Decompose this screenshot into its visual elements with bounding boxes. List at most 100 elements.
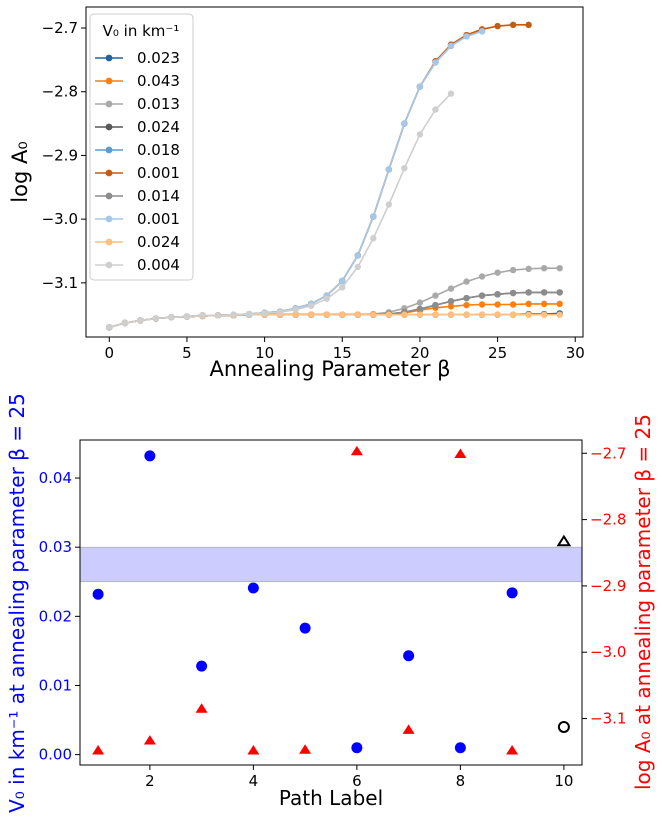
- bottom-plot-area: [80, 440, 582, 765]
- legend-entry: 0.043: [95, 72, 180, 90]
- series-point: [432, 292, 439, 299]
- series-point: [370, 235, 377, 242]
- series-point: [416, 83, 424, 90]
- legend-label: 0.001: [137, 164, 180, 182]
- loga-point: [195, 703, 208, 713]
- series-point: [478, 292, 486, 299]
- legend-marker: [105, 192, 113, 200]
- v0-point: [144, 450, 156, 462]
- bottom-points-group: [92, 445, 572, 755]
- series-point: [540, 300, 548, 308]
- v0-point: [403, 650, 415, 662]
- legend-entries: 0.023 0.043 0.013 0.024 0.018 0.001 0.014 0.001…: [95, 49, 180, 274]
- series-point: [121, 319, 129, 327]
- legend-entry: 0.001: [95, 210, 180, 228]
- loga-point: [143, 735, 156, 745]
- series-point: [509, 311, 517, 318]
- series-point: [463, 294, 470, 302]
- open-triangle-marker: [556, 534, 572, 547]
- series-point: [323, 311, 330, 318]
- loga-point: [454, 448, 467, 458]
- v0-range-band: [79, 546, 583, 583]
- series-point: [276, 308, 284, 316]
- series-point: [509, 301, 517, 308]
- series-point: [416, 131, 424, 138]
- legend-label: 0.018: [137, 141, 180, 159]
- legend-title: V₀ in km⁻¹: [103, 22, 180, 40]
- left-y-tick-label: 0.03: [39, 538, 72, 556]
- series-point: [416, 305, 424, 313]
- legend-label: 0.043: [137, 72, 180, 90]
- series-point: [478, 28, 486, 35]
- y-tick-label: −2.7: [42, 19, 78, 37]
- series-point: [416, 311, 424, 318]
- series-point: [401, 120, 408, 127]
- x-tick-label: 8: [456, 772, 466, 790]
- series-point: [370, 213, 377, 220]
- series-point: [494, 291, 501, 298]
- series-point: [401, 311, 408, 318]
- legend-marker: [105, 77, 113, 85]
- v0-point: [196, 660, 208, 672]
- x-tick-label: 15: [333, 344, 352, 362]
- series-point: [447, 298, 455, 305]
- series-point: [494, 311, 501, 318]
- series-point: [245, 310, 253, 318]
- series-point: [540, 289, 548, 296]
- series-point: [447, 303, 455, 310]
- series-point: [556, 264, 563, 272]
- bottom-left-y-ticks: 0.00 0.01 0.02 0.03 0.04: [39, 469, 80, 764]
- series-point: [494, 269, 501, 276]
- loga-point: [247, 745, 260, 755]
- series-point: [463, 311, 470, 318]
- series-point: [168, 314, 175, 321]
- y-tick-label: −3.0: [42, 210, 78, 228]
- series-point: [432, 59, 439, 66]
- top-x-axis-label: Annealing Parameter β: [209, 357, 450, 381]
- series-point: [137, 317, 144, 324]
- loga-point: [402, 724, 415, 734]
- v0-point: [454, 742, 466, 754]
- series-point: [339, 311, 346, 318]
- right-y-tick-label: −2.9: [590, 577, 626, 595]
- series-point: [432, 106, 439, 113]
- legend-marker: [105, 215, 113, 223]
- series-point: [463, 278, 470, 285]
- x-tick-label: 2: [145, 772, 155, 790]
- series-point: [292, 311, 299, 318]
- series-point: [199, 312, 206, 319]
- legend-label: 0.024: [137, 233, 180, 251]
- series-point: [478, 301, 486, 308]
- legend-entry: 0.004: [95, 256, 180, 274]
- top-legend: V₀ in km⁻¹ 0.023 0.043 0.013 0.024 0.018 0.00…: [89, 13, 194, 281]
- legend-marker: [105, 100, 113, 108]
- series-point: [525, 300, 532, 308]
- right-y-tick-label: −3.0: [590, 643, 626, 661]
- left-y-tick-label: 0.00: [39, 746, 72, 764]
- series-9-0.004: [106, 90, 455, 331]
- series-point: [308, 302, 315, 309]
- left-y-tick-label: 0.01: [39, 676, 72, 694]
- series-point: [230, 311, 237, 318]
- series-point: [292, 306, 299, 313]
- series-point: [494, 22, 501, 30]
- series-point: [525, 289, 532, 296]
- series-point: [525, 311, 532, 318]
- legend-entry: 0.014: [95, 187, 180, 205]
- x-tick-label: 4: [249, 772, 259, 790]
- x-tick-label: 0: [105, 344, 115, 362]
- series-point: [447, 90, 455, 97]
- v0-point: [299, 622, 311, 634]
- top-y-ticks: −2.7 −2.8 −2.9 −3.0 −3.1: [42, 19, 86, 292]
- series-point: [370, 311, 377, 318]
- x-tick-label: 10: [255, 344, 274, 362]
- series-point: [385, 166, 393, 173]
- legend-marker: [105, 169, 113, 177]
- series-point: [478, 273, 486, 280]
- series-point: [432, 311, 439, 318]
- series-point: [447, 42, 455, 50]
- x-tick-label: 5: [182, 344, 192, 362]
- top-x-ticks: 0 5 10 15 20 25 30: [105, 337, 585, 362]
- series-point: [463, 301, 470, 309]
- bottom-x-ticks: 2 4 6 8 10: [145, 765, 573, 790]
